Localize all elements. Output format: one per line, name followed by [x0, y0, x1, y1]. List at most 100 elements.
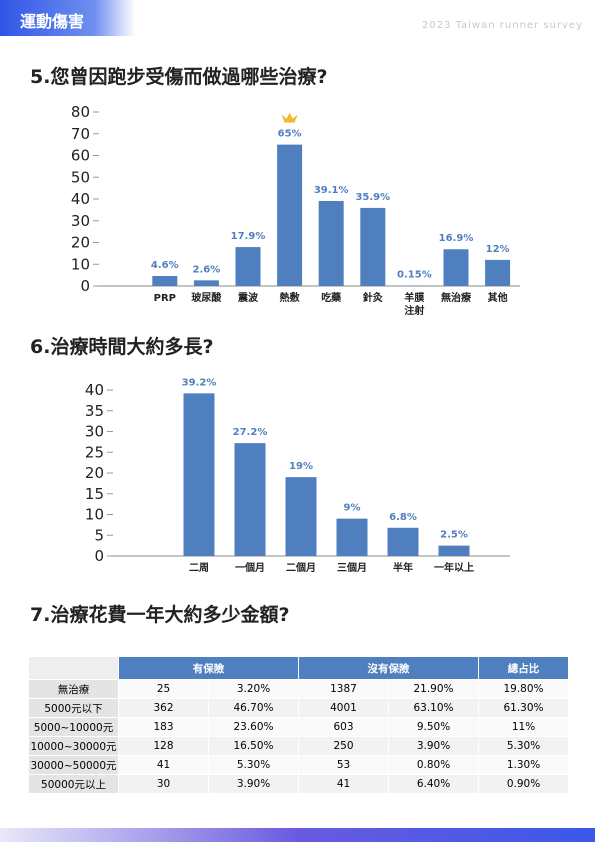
- chart-svg: 0 10 20 30 40 50 60 70 80 4.6% 2.6% 17.9% 65% 39.1% 35…: [71, 103, 520, 295]
- bar: [193, 280, 219, 286]
- bar: [183, 393, 215, 556]
- y-tick-label: 50: [71, 168, 90, 186]
- x-tick-label: 震波: [238, 293, 258, 304]
- x-tick-label: 熱敷: [279, 293, 300, 304]
- row-label: 5000元以下: [28, 698, 119, 718]
- table-row: 30000~50000元 41 5.30% 53 0.80% 1.30%: [28, 755, 569, 775]
- data-label: 65%: [278, 129, 302, 140]
- x-tick-label: 二個月: [286, 563, 316, 574]
- banner: 運動傷害: [0, 0, 135, 36]
- table-cell: 3.20%: [208, 679, 299, 699]
- table-cell: 21.90%: [388, 679, 479, 699]
- y-tick-label: 30: [85, 423, 104, 441]
- x-tick-label: 一年以上: [434, 563, 474, 574]
- bar: [438, 545, 470, 556]
- table-cell: 128: [118, 736, 209, 756]
- y-tick-label: 10: [71, 255, 90, 273]
- crown-icon: [281, 112, 298, 123]
- bar: [443, 249, 469, 286]
- row-label: 10000~30000元: [28, 736, 119, 756]
- x-tick-label: 一個月: [235, 563, 265, 574]
- header-cell: 有保險: [118, 656, 299, 680]
- chart-title: 5.您曾因跑步受傷而做過哪些治療?: [30, 66, 328, 88]
- x-tick-label: 針灸: [362, 293, 383, 304]
- y-tick-label: 70: [71, 125, 90, 143]
- y-tick-label: 40: [71, 190, 90, 208]
- header-subtitle: 2023 Taiwan runner survey: [421, 20, 583, 31]
- x-tick-label: 三個月: [337, 563, 367, 574]
- bar: [152, 275, 178, 286]
- chart-title: 6.治療時間大約多長?: [30, 336, 214, 358]
- table-row: 50000元以上 30 3.90% 41 6.40% 0.90%: [28, 774, 569, 794]
- row-label: 5000~10000元: [28, 717, 119, 737]
- bar: [234, 443, 266, 556]
- table-cell: 0.90%: [478, 774, 569, 794]
- table-cell: 6.40%: [388, 774, 479, 794]
- header-title: 運動傷害: [20, 12, 85, 31]
- row-label: 30000~50000元: [28, 755, 119, 775]
- header-row: 有保險 沒有保險 總占比: [28, 656, 569, 680]
- y-tick-label: 20: [85, 464, 104, 482]
- row-label: 50000元以上: [28, 774, 119, 794]
- table-title: 7.治療花費一年大約多少金額?: [30, 604, 290, 626]
- data-label: 6.8%: [389, 512, 417, 523]
- y-tick-label: 0: [94, 547, 104, 565]
- y-tick-label: 10: [85, 506, 104, 524]
- data-label: 0.15%: [397, 270, 432, 281]
- data-label: 19%: [289, 461, 313, 472]
- table-cell: 250: [298, 736, 389, 756]
- table-cell: 1387: [298, 679, 389, 699]
- y-tick-label: 30: [71, 212, 90, 230]
- data-label: 12%: [486, 244, 510, 255]
- table-cell: 23.60%: [208, 717, 299, 737]
- table-cell: 30: [118, 774, 209, 794]
- table-cell: 53: [298, 755, 389, 775]
- x-tick-label: 其他: [487, 293, 508, 304]
- bar: [277, 144, 303, 286]
- data-label: 35.9%: [355, 192, 390, 203]
- y-tick-label: 20: [71, 234, 90, 252]
- x-tick-label: 玻尿酸: [191, 293, 222, 304]
- footer-bar: [0, 828, 595, 842]
- table-cell: 11%: [478, 717, 569, 737]
- bar: [336, 518, 368, 556]
- data-label: 16.9%: [439, 233, 474, 244]
- table-cell: 5.30%: [478, 736, 569, 756]
- y-tick-label: 35: [85, 402, 104, 420]
- x-tick-label: 二周: [189, 563, 209, 574]
- table-cell: 183: [118, 717, 209, 737]
- table-cell: 4001: [298, 698, 389, 718]
- table-cell: 41: [298, 774, 389, 794]
- table-cell: 0.80%: [388, 755, 479, 775]
- x-tick-label: 吃藥: [321, 293, 342, 304]
- y-tick-label: 0: [80, 277, 90, 295]
- data-label: 4.6%: [151, 260, 179, 271]
- y-tick-label: 5: [94, 526, 104, 544]
- table-cell: 362: [118, 698, 209, 718]
- data-label: 27.2%: [233, 427, 268, 438]
- table-row: 10000~30000元 128 16.50% 250 3.90% 5.30%: [28, 736, 569, 756]
- y-tick-label: 15: [85, 485, 104, 503]
- table-cell: 19.80%: [478, 679, 569, 699]
- bar: [485, 259, 511, 286]
- bar: [285, 477, 317, 556]
- table-cell: 603: [298, 717, 389, 737]
- bar: [360, 207, 386, 286]
- table-cell: 1.30%: [478, 755, 569, 775]
- cost-table: 有保險 沒有保險 總占比 無治療 25 3.20% 1387 21.90% 19.80% 5000…: [28, 656, 569, 794]
- header-cell: [28, 656, 119, 680]
- table-cell: 9.50%: [388, 717, 479, 737]
- chart: 0 5 10 15 20 25 30 35 40 39.2% 27.2% 19% 9% 6.8% 2.5% 二…: [0, 375, 595, 590]
- data-label: 39.1%: [314, 185, 349, 196]
- table-cell: 46.70%: [208, 698, 299, 718]
- chart-svg: 0 5 10 15 20 25 30 35 40 39.2% 27.2% 19% 9% 6.8% 2.5%: [85, 377, 510, 565]
- bar: [387, 527, 419, 556]
- table-cell: 63.10%: [388, 698, 479, 718]
- data-label: 39.2%: [182, 377, 217, 388]
- x-tick-label: 半年: [393, 563, 413, 574]
- header-cell: 沒有保險: [298, 656, 479, 680]
- table-row: 5000元以下 362 46.70% 4001 63.10% 61.30%: [28, 698, 569, 718]
- table-cell: 41: [118, 755, 209, 775]
- data-label: 9%: [344, 503, 361, 514]
